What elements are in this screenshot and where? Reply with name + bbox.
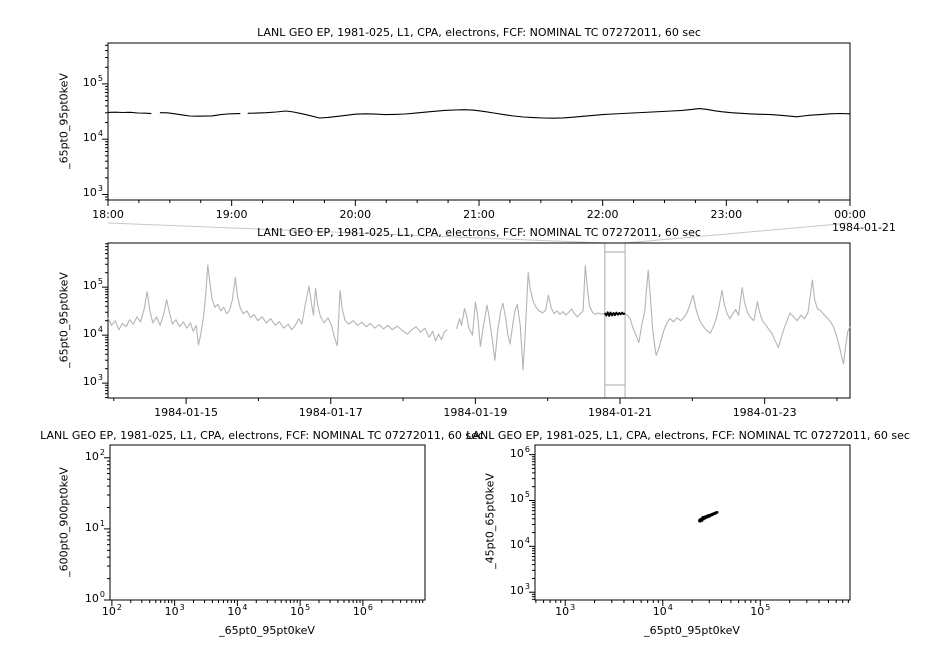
x-tick-label: 103: [164, 603, 185, 618]
y-tick-label: 105: [82, 73, 103, 89]
plot-area-scatter_600_900[interactable]: [109, 444, 426, 601]
plot-area-context[interactable]: [107, 242, 851, 399]
plot-title-context: LANL GEO EP, 1981-025, L1, CPA, electron…: [257, 226, 701, 239]
x-tick-label: 18:00: [92, 208, 124, 221]
zoom-selection-box[interactable]: [604, 243, 626, 398]
x-tick-label: 106: [352, 603, 373, 618]
y-tick-label: 104: [82, 325, 103, 341]
x-tick-label: 20:00: [339, 208, 372, 221]
y-tick-label: 103: [82, 373, 103, 389]
zoom-connector-left: [107, 222, 605, 244]
x-tick-label: 104: [652, 603, 673, 618]
x-tick-label: 21:00: [463, 208, 495, 221]
plot-area-scatter_45_65[interactable]: [534, 444, 851, 601]
panel-scatter_45_65: [529, 444, 851, 606]
y-tick-label: 104: [509, 536, 530, 552]
y-tick-label: 101: [84, 518, 105, 534]
scatter-points: [698, 510, 719, 523]
y-tick-label: 103: [82, 184, 103, 200]
zoom-connector-right: [625, 222, 851, 244]
y-tick-label: 103: [509, 582, 530, 598]
y-tick-label: 105: [509, 490, 530, 506]
plot-title-scatter-right: LANL GEO EP, 1981-025, L1, CPA, electron…: [466, 429, 910, 442]
x-tick-label: 1984-01-21: [588, 406, 652, 419]
data-line: [107, 264, 448, 347]
x-tick-label: 1984-01-19: [443, 406, 508, 419]
y-axis-label-context: _65pt0_95pt0keV: [57, 272, 71, 368]
panel-detail: [102, 42, 851, 206]
data-line: [107, 111, 152, 115]
x-tick-label: 103: [555, 603, 576, 618]
y-tick-label: 106: [509, 444, 530, 460]
y-tick-label: 100: [84, 590, 105, 605]
x-tick-label: 19:00: [215, 208, 248, 221]
plot-title-detail: LANL GEO EP, 1981-025, L1, CPA, electron…: [257, 26, 701, 39]
x-tick-label: 23:00: [710, 208, 743, 221]
x-tick-label: 102: [101, 603, 122, 618]
plot-title-scatter-left: LANL GEO EP, 1981-025, L1, CPA, electron…: [40, 429, 484, 442]
y-tick-label: 102: [84, 447, 105, 463]
y-tick-label: 105: [82, 277, 103, 293]
data-line: [456, 265, 851, 371]
x-tick-label: 1984-01-15: [154, 406, 219, 419]
y-axis-label-scatter-left: _600pt0_900pt0keV: [57, 467, 71, 577]
y-axis-label-scatter-right: _45pt0_65pt0keV: [483, 473, 497, 569]
x-tick-label: 22:00: [586, 208, 619, 221]
x-axis-label-scatter-right: _65pt0_95pt0keV: [644, 624, 740, 637]
x-tick-label: 1984-01-17: [298, 406, 363, 419]
panel-scatter_600_900: [104, 444, 426, 606]
context-date-label: 1984-01-21: [832, 221, 896, 234]
data-line: [604, 311, 626, 317]
plot-area-detail[interactable]: [107, 42, 851, 201]
x-tick-label: 105: [750, 603, 771, 618]
x-tick-label: 104: [227, 603, 248, 618]
x-tick-label: 105: [290, 603, 311, 618]
x-tick-label: 00:00: [834, 208, 866, 221]
data-line: [247, 108, 851, 119]
y-tick-label: 104: [82, 129, 103, 145]
y-axis-label-detail: _65pt0_95pt0keV: [57, 73, 71, 169]
x-axis-label-scatter-left: _65pt0_95pt0keV: [219, 624, 315, 637]
panel-context: [102, 222, 851, 404]
data-line: [159, 112, 241, 117]
x-tick-label: 1984-01-23: [732, 406, 797, 419]
